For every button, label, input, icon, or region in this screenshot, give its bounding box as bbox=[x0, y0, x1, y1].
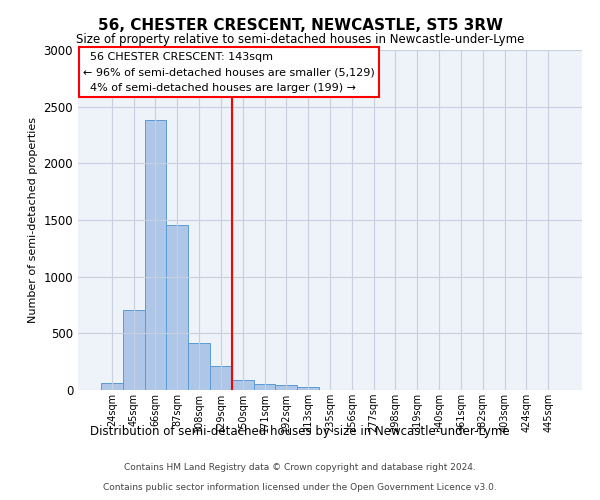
Bar bbox=[297, 386, 319, 390]
Bar bbox=[188, 343, 210, 390]
Text: Distribution of semi-detached houses by size in Newcastle-under-Lyme: Distribution of semi-detached houses by … bbox=[90, 424, 510, 438]
Bar bbox=[145, 120, 166, 390]
Bar bbox=[232, 380, 254, 390]
Bar bbox=[210, 366, 232, 390]
Text: Contains public sector information licensed under the Open Government Licence v3: Contains public sector information licen… bbox=[103, 484, 497, 492]
Text: Contains HM Land Registry data © Crown copyright and database right 2024.: Contains HM Land Registry data © Crown c… bbox=[124, 464, 476, 472]
Text: 56 CHESTER CRESCENT: 143sqm
← 96% of semi-detached houses are smaller (5,129)
  : 56 CHESTER CRESCENT: 143sqm ← 96% of sem… bbox=[83, 52, 375, 93]
Text: 56, CHESTER CRESCENT, NEWCASTLE, ST5 3RW: 56, CHESTER CRESCENT, NEWCASTLE, ST5 3RW bbox=[97, 18, 503, 32]
Y-axis label: Number of semi-detached properties: Number of semi-detached properties bbox=[28, 117, 38, 323]
Bar bbox=[123, 310, 145, 390]
Text: Size of property relative to semi-detached houses in Newcastle-under-Lyme: Size of property relative to semi-detach… bbox=[76, 32, 524, 46]
Bar bbox=[166, 224, 188, 390]
Bar bbox=[275, 386, 297, 390]
Bar bbox=[101, 382, 123, 390]
Bar bbox=[254, 384, 275, 390]
